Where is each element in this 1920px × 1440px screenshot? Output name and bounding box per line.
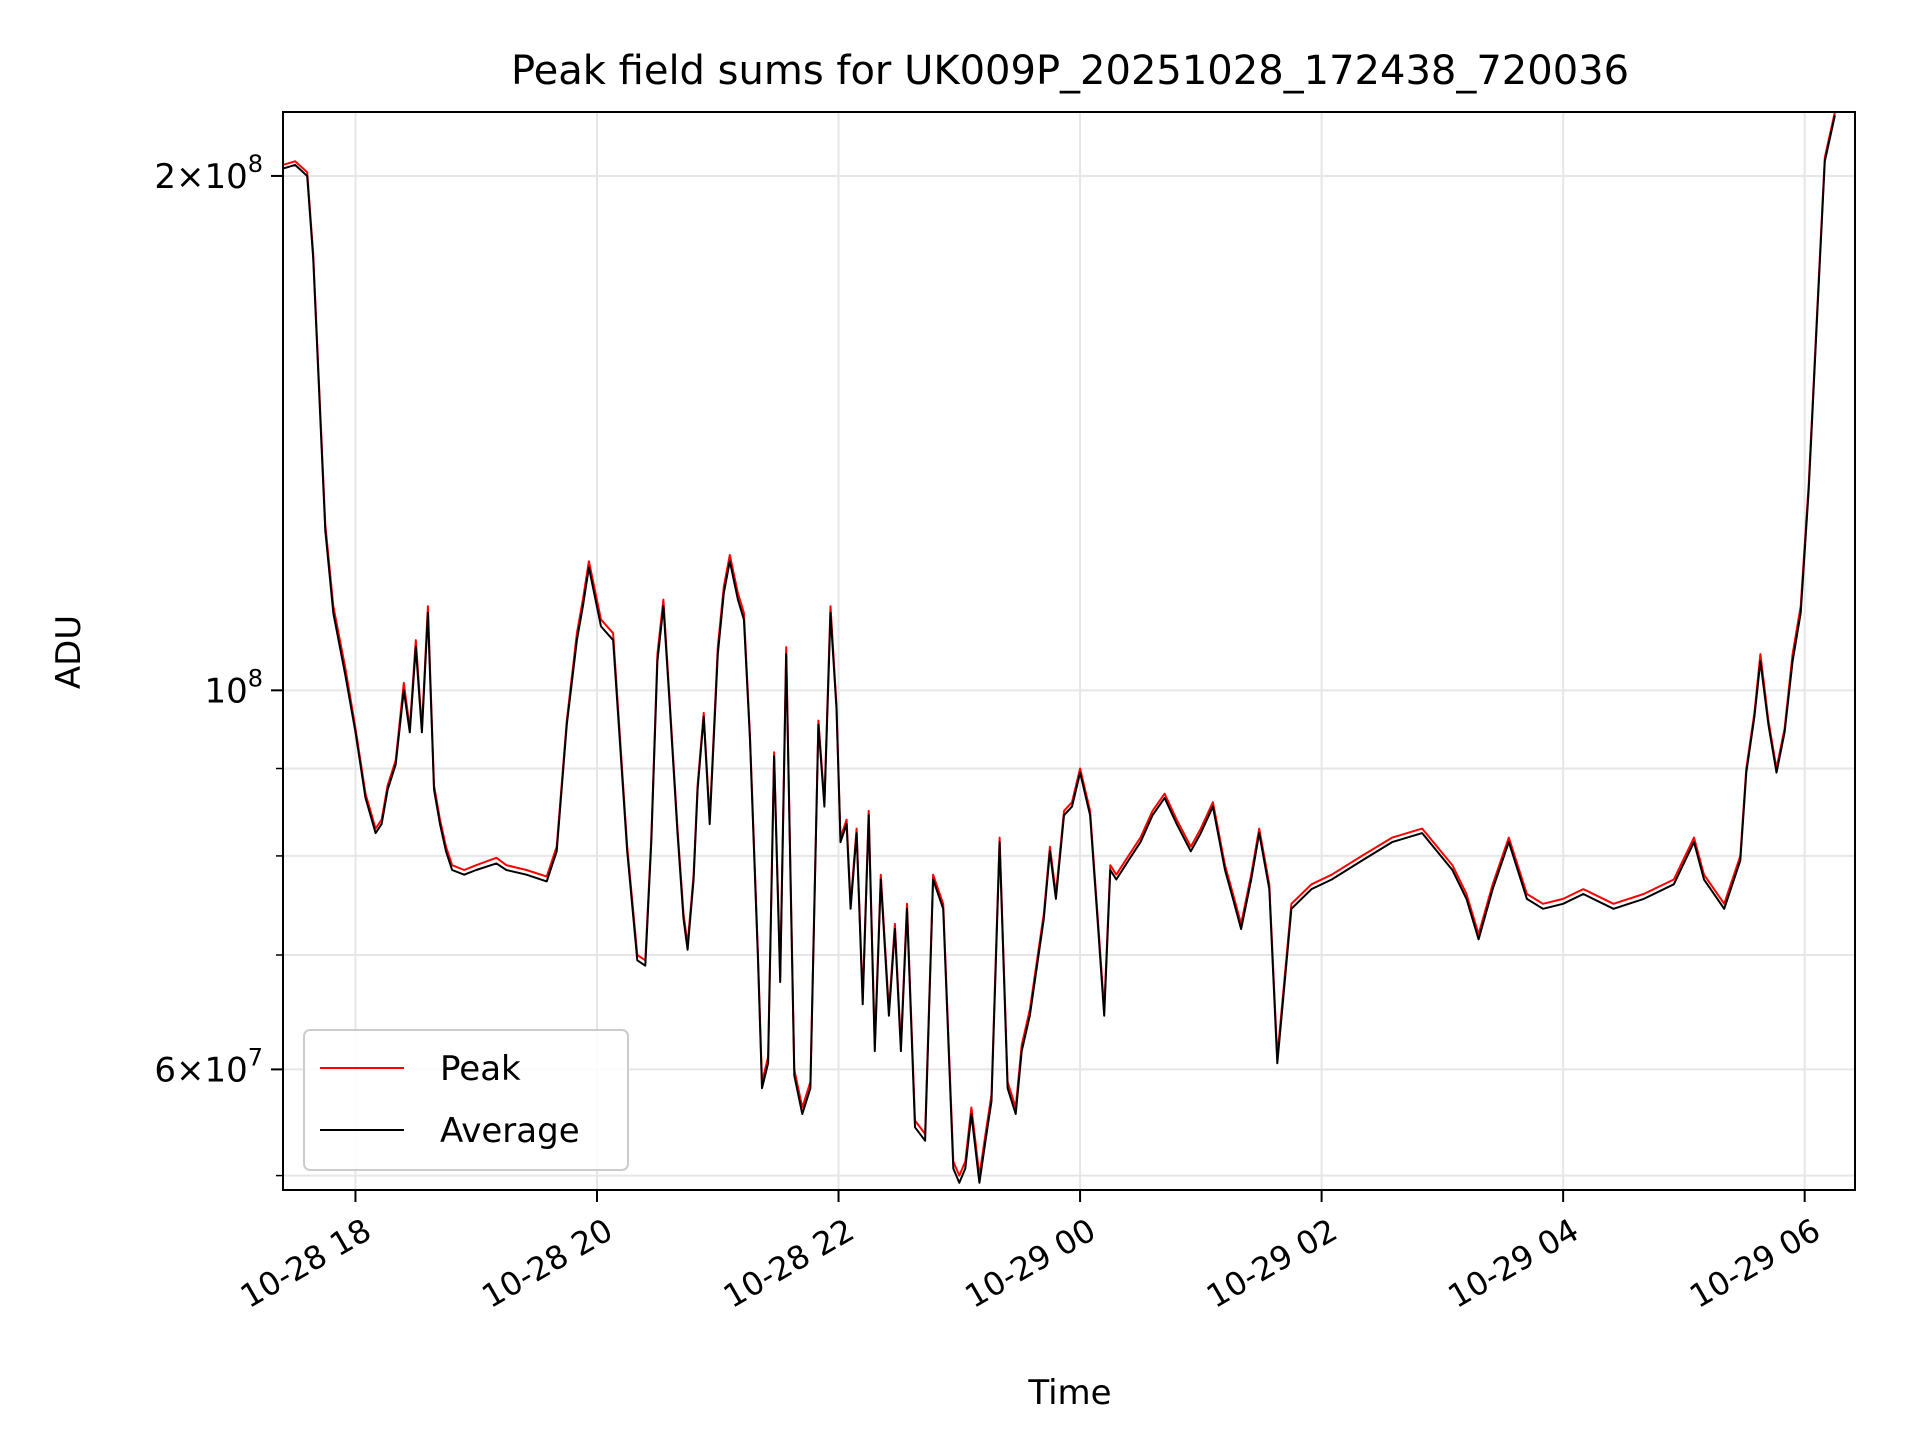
y-tick-label: 108 (204, 664, 263, 711)
plot-area-frame (282, 111, 1856, 1191)
y-tick-label: 2×108 (154, 150, 263, 197)
legend-box (303, 1029, 629, 1171)
x-axis-label: Time (1027, 1373, 1111, 1413)
chart-title: Peak field sums for UK009P_20251028_1724… (511, 48, 1629, 94)
legend: Peak Average (303, 1029, 629, 1171)
plot-series (282, 111, 1836, 1184)
legend-label-average: Average (440, 1111, 580, 1151)
legend-label-peak: Peak (440, 1049, 521, 1089)
y-axis-label: ADU (49, 615, 89, 689)
y-tick-label: 6×107 (154, 1043, 263, 1090)
grid (283, 112, 1855, 1190)
series-average-line (282, 115, 1836, 1184)
y-axis: 2×108 108 6×107 (154, 150, 283, 1177)
